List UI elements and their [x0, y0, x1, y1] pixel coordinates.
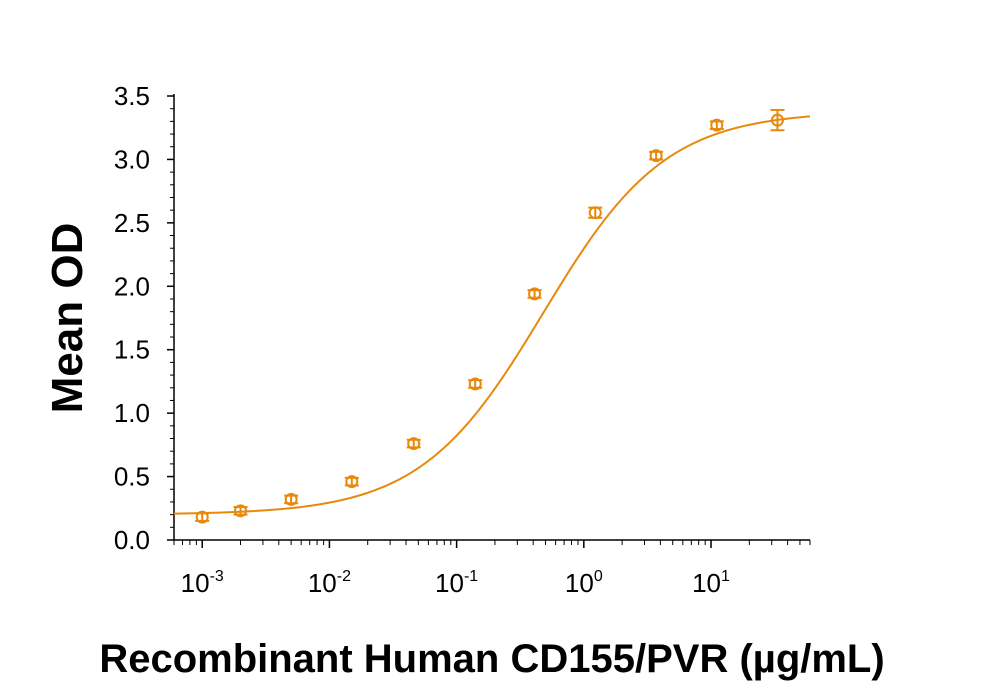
x-tick-label: 10-2: [308, 568, 351, 598]
y-tick-label: 1.0: [114, 398, 150, 428]
data-point: [468, 377, 483, 391]
point-marker: [345, 475, 359, 489]
axes: [167, 94, 811, 548]
points-layer: [195, 108, 785, 524]
data-point: [284, 492, 299, 506]
data-point: [527, 287, 542, 301]
point-marker: [710, 118, 724, 132]
point-marker: [770, 113, 784, 127]
y-tick-labels: 0.0 0.5 1.0 1.5 2.0 2.5 3.0 3.5: [114, 81, 150, 555]
fit-curve: [173, 115, 811, 515]
point-marker: [649, 149, 663, 163]
data-point: [588, 206, 603, 220]
y-tick-label: 0.0: [114, 525, 150, 555]
point-marker: [407, 437, 421, 451]
x-tick-label: 100: [565, 568, 603, 598]
data-point: [406, 437, 421, 451]
data-point: [344, 475, 359, 489]
y-tick-label: 3.5: [114, 81, 150, 111]
x-tick-label: 101: [692, 568, 730, 598]
data-point: [709, 118, 724, 132]
point-marker: [468, 377, 482, 391]
x-tick-labels: 10-3 10-2 10-1 100 101: [181, 568, 730, 598]
data-point: [195, 510, 210, 524]
point-marker: [195, 510, 209, 524]
y-tick-label: 3.0: [114, 144, 150, 174]
x-tick-label: 10-3: [181, 568, 224, 598]
x-tick-label: 10-1: [435, 568, 478, 598]
y-tick-label: 2.5: [114, 208, 150, 238]
point-marker: [284, 492, 298, 506]
y-tick-label: 2.0: [114, 271, 150, 301]
fit-layer: [173, 115, 811, 515]
y-tick-label: 1.5: [114, 335, 150, 365]
y-axis-title: Mean OD: [43, 223, 92, 414]
point-marker: [588, 206, 602, 220]
point-marker: [528, 287, 542, 301]
data-point: [649, 149, 664, 163]
y-tick-label: 0.5: [114, 462, 150, 492]
x-axis-title: Recombinant Human CD155/PVR (µg/mL): [99, 637, 884, 681]
point-marker: [234, 504, 248, 518]
data-point: [770, 108, 785, 132]
data-point: [233, 504, 248, 518]
